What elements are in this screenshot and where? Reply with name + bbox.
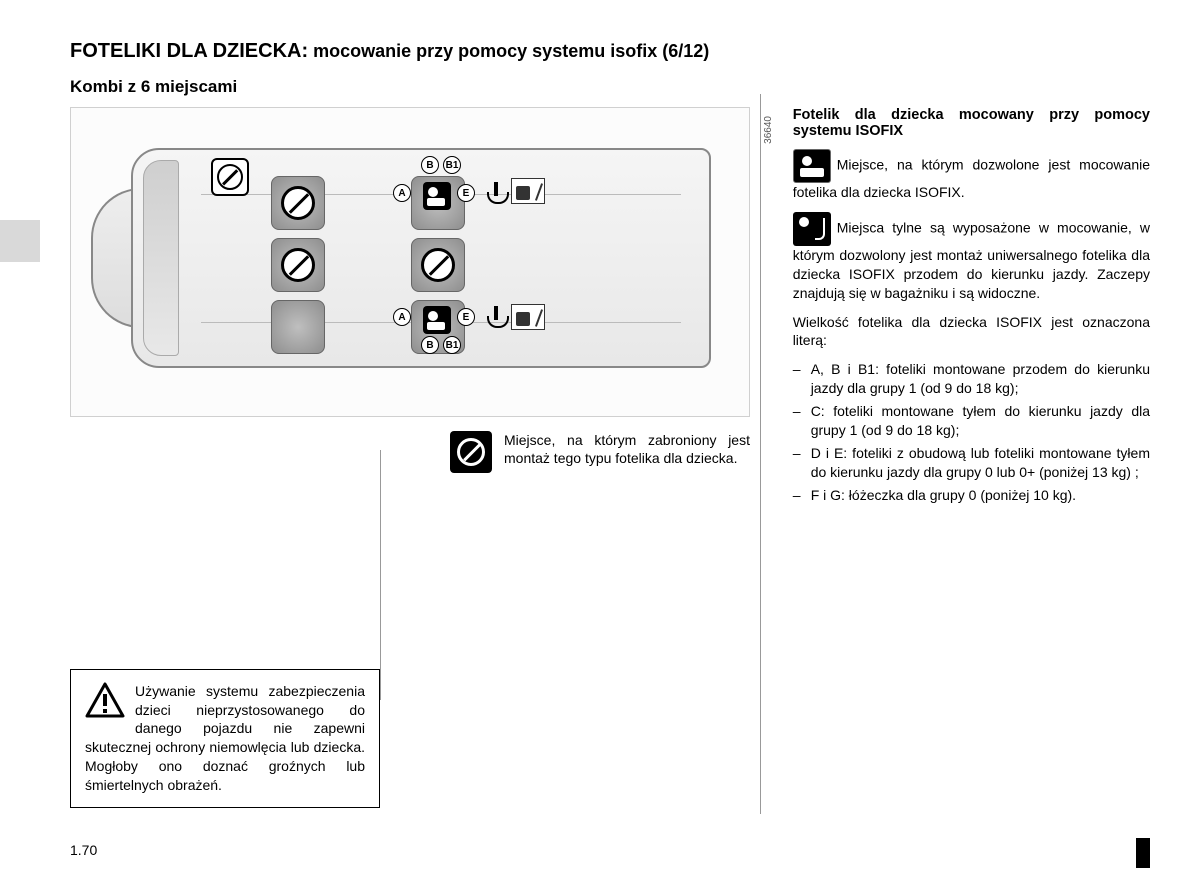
isofix-anchor-icon — [793, 212, 831, 246]
badge-a: A — [393, 184, 411, 202]
title-bold: FOTELIKI DLA DZIECKA: — [70, 40, 308, 62]
anchor-icon — [487, 182, 505, 202]
childseat-icon — [423, 182, 451, 210]
prohibit-square-icon — [450, 431, 492, 473]
column-separator — [760, 94, 761, 814]
prohibit-icon — [421, 248, 455, 282]
list-item: D i E: foteliki z obudową lub foteliki m… — [811, 444, 1150, 482]
badge-b: B — [421, 156, 439, 174]
isofix-allowed-block: Miejsce, na którym dozwolone jest mocowa… — [793, 149, 1150, 202]
badge-a: A — [393, 308, 411, 326]
right-column: Fotelik dla dziecka mocowany przy pomocy… — [793, 107, 1150, 509]
prohibit-icon — [281, 186, 315, 220]
prohibited-note: Miejsce, na którym zabroniony jest monta… — [450, 431, 750, 473]
list-item: A, B i B1: foteliki montowane przodem do… — [811, 360, 1150, 398]
diagram-id: 36640 — [763, 116, 774, 144]
column-separator — [380, 450, 381, 700]
airbag-prohibit-icon — [211, 158, 249, 196]
page-subtitle: Kombi z 6 miejscami — [70, 77, 1150, 97]
page-title: FOTELIKI DLA DZIECKA: mocowanie przy pom… — [70, 40, 1150, 63]
page-number: 1.70 — [70, 842, 97, 858]
right-heading: Fotelik dla dziecka mocowany przy pomocy… — [793, 107, 1150, 139]
van-windshield — [143, 160, 179, 356]
van-illustration: A B B1 E A B B1 E — [91, 138, 731, 378]
warning-box: Używanie systemu zabezpieczenia dzieci n… — [70, 669, 380, 808]
badge-b1: B1 — [443, 156, 461, 174]
badge-e: E — [457, 308, 475, 326]
badge-b1: B1 — [443, 336, 461, 354]
anchor-icon — [487, 306, 505, 326]
vehicle-diagram: 36640 — [70, 107, 750, 417]
list-item: F i G: łóżeczka dla grupy 0 (poniżej 10 … — [811, 486, 1150, 505]
seat-driver — [271, 300, 325, 354]
title-rest: mocowanie przy pomocy systemu isofix (6/… — [308, 41, 709, 61]
tether-icon — [511, 178, 545, 204]
left-column: 36640 — [70, 107, 775, 509]
isofix-rear-block: Miejsca tylne są wyposażone w mocowanie,… — [793, 212, 1150, 303]
right-p2: Miejsca tylne są wyposażone w mocowanie,… — [793, 220, 1150, 301]
prohibit-icon — [281, 248, 315, 282]
manual-page: FOTELIKI DLA DZIECKA: mocowanie przy pom… — [0, 0, 1200, 888]
right-p3: Wielkość fotelika dla dziecka ISOFIX jes… — [793, 313, 1150, 351]
badge-e: E — [457, 184, 475, 202]
right-p1: Miejsce, na którym dozwolone jest mocowa… — [793, 157, 1150, 200]
warning-triangle-icon — [85, 682, 125, 718]
warning-text: Używanie systemu zabezpieczenia dzieci n… — [85, 683, 365, 793]
prohibited-note-text: Miejsce, na którym zabroniony jest monta… — [504, 431, 750, 473]
size-letter-list: A, B i B1: foteliki montowane przodem do… — [793, 360, 1150, 504]
list-item: C: foteliki montowane tyłem do kierunku … — [811, 402, 1150, 440]
corner-mark — [1136, 838, 1150, 868]
content-columns: 36640 — [70, 107, 1150, 509]
isofix-seat-icon — [793, 149, 831, 183]
badge-b: B — [421, 336, 439, 354]
childseat-icon — [423, 306, 451, 334]
tether-icon — [511, 304, 545, 330]
